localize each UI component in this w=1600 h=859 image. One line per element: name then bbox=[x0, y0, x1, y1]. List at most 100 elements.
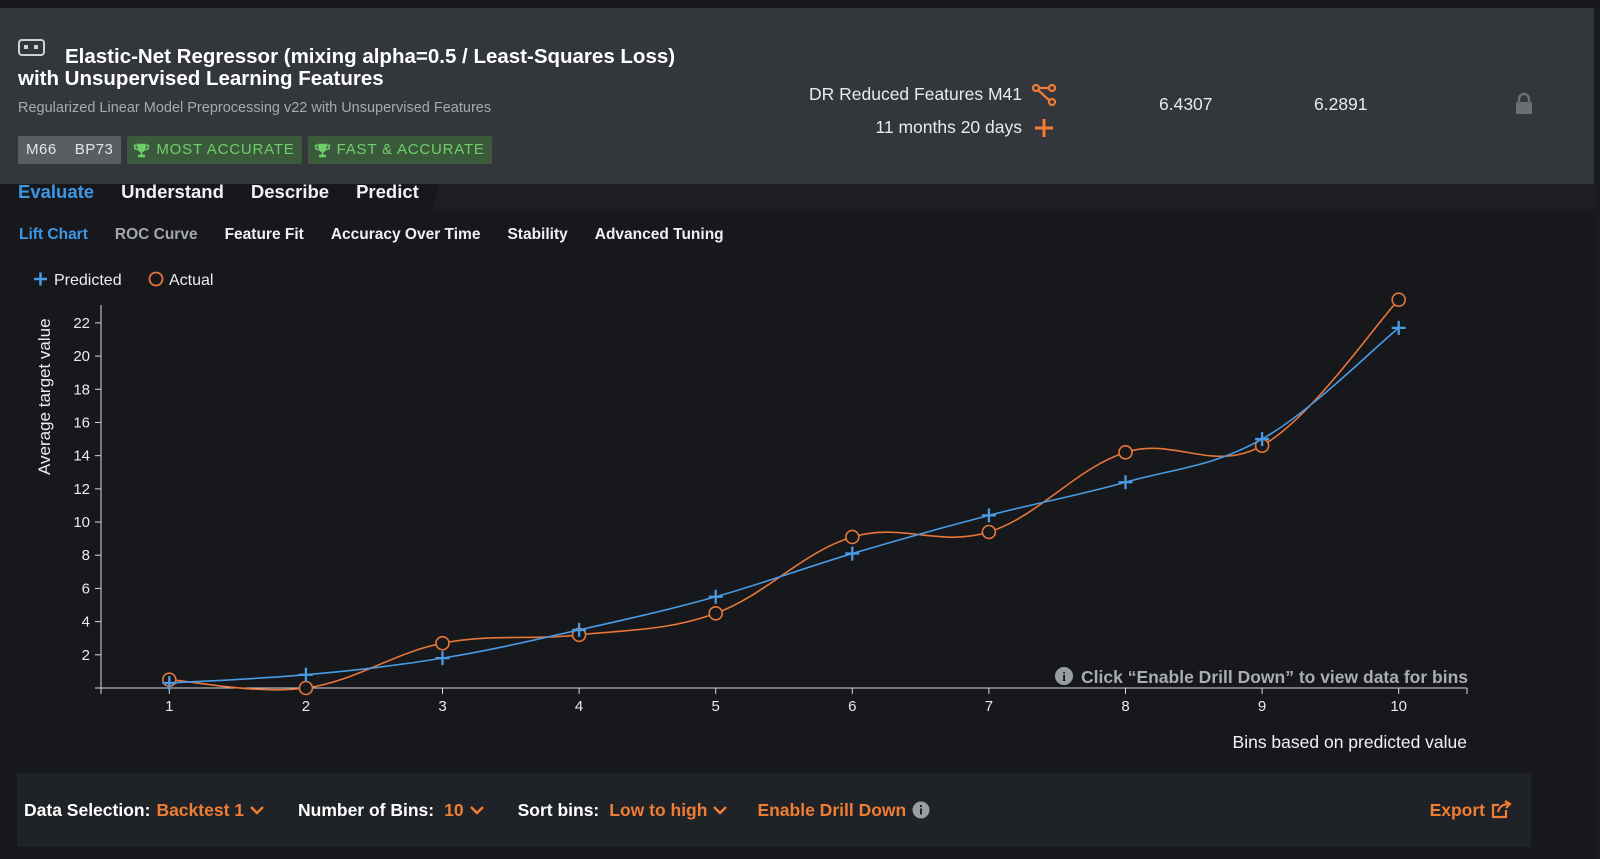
sample-age: 11 months 20 days bbox=[875, 117, 1022, 137]
number-of-bins-control: Number of Bins: 10 bbox=[298, 800, 484, 821]
y-tick-label: 20 bbox=[73, 348, 90, 365]
trophy-icon bbox=[314, 143, 330, 157]
sort-bins-control: Sort bins: Low to high bbox=[518, 800, 728, 821]
data-selection-control: Data Selection: Backtest 1 bbox=[24, 800, 264, 821]
info-icon-glyph: i bbox=[1062, 669, 1066, 684]
data-selection-label: Data Selection: bbox=[24, 799, 151, 820]
blueprint-subtitle: Regularized Linear Model Preprocessing v… bbox=[18, 100, 492, 116]
subtab-advanced-tuning[interactable]: Advanced Tuning bbox=[594, 226, 724, 243]
model-title-line1: Elastic-Net Regressor (mixing alpha=0.5 … bbox=[65, 45, 676, 68]
feature-list-branch-icon bbox=[1032, 83, 1056, 106]
chevron-down-icon bbox=[713, 806, 728, 815]
legend-actual-label: Actual bbox=[169, 272, 213, 289]
model-id-badge: M66 BP73 bbox=[18, 136, 122, 164]
x-axis-label: Bins based on predicted value bbox=[1233, 732, 1467, 752]
subtab-stability[interactable]: Stability bbox=[507, 226, 568, 243]
enable-drill-down-label: Enable Drill Down bbox=[757, 799, 907, 820]
data-point-predicted bbox=[162, 676, 177, 691]
model-badges: M66 BP73 MOST ACCURATE FAST & ACCURATE bbox=[18, 136, 492, 164]
export-icon bbox=[1491, 800, 1512, 819]
lift-chart: Predicted Actual Average target value 2 4… bbox=[34, 271, 1468, 752]
data-point-predicted bbox=[981, 508, 996, 523]
x-tick-label: 6 bbox=[848, 698, 856, 715]
tab-evaluate[interactable]: Evaluate bbox=[18, 181, 95, 202]
legend-predicted[interactable]: Predicted bbox=[34, 272, 122, 289]
y-tick-label: 16 bbox=[73, 414, 90, 431]
y-tick-label: 12 bbox=[73, 481, 90, 498]
sort-bins-dropdown[interactable]: Low to high bbox=[609, 799, 728, 821]
info-icon[interactable] bbox=[912, 801, 930, 819]
most-accurate-badge: MOST ACCURATE bbox=[127, 136, 302, 164]
lift-chart-controls: Data Selection: Backtest 1 Number of Bin… bbox=[17, 773, 1531, 847]
series-line-actual bbox=[169, 299, 1400, 691]
legend-predicted-marker bbox=[34, 272, 47, 286]
enable-drill-down[interactable]: Enable Drill Down bbox=[757, 800, 930, 821]
x-tick-label: 1 bbox=[165, 698, 173, 715]
data-point-actual bbox=[708, 606, 724, 621]
export-button[interactable]: Export bbox=[1430, 800, 1513, 821]
data-point-predicted bbox=[572, 622, 587, 637]
drill-down-note-text: Click “Enable Drill Down” to view data f… bbox=[1081, 667, 1468, 687]
info-icon bbox=[1055, 667, 1073, 685]
export-label: Export bbox=[1429, 799, 1485, 820]
main-panel bbox=[0, 212, 1594, 859]
data-point-predicted bbox=[1391, 320, 1406, 335]
trophy-icon bbox=[134, 143, 150, 157]
model-title[interactable]: Elastic-Net Regressor (mixing alpha=0.5 … bbox=[18, 46, 738, 90]
legend-actual[interactable]: Actual bbox=[148, 271, 214, 289]
subtab-feature-fit[interactable]: Feature Fit bbox=[224, 226, 304, 243]
number-of-bins-value: 10 bbox=[444, 799, 464, 820]
x-tick-label: 4 bbox=[575, 698, 583, 715]
sample-age-row[interactable]: 11 months 20 days bbox=[809, 111, 1056, 144]
data-point-actual bbox=[844, 529, 860, 545]
number-of-bins-label: Number of Bins: bbox=[298, 799, 435, 820]
model-header: Elastic-Net Regressor (mixing alpha=0.5 … bbox=[0, 8, 1594, 184]
x-tick-label: 5 bbox=[712, 698, 720, 715]
x-tick-label: 9 bbox=[1258, 698, 1266, 715]
series-layer bbox=[162, 292, 1406, 696]
legend-actual-marker bbox=[148, 271, 164, 287]
y-axis: 2 4 6 8 10 12 14 16 18 20 22 bbox=[73, 305, 102, 688]
y-tick-label: 14 bbox=[73, 448, 90, 465]
sort-bins-value: Low to high bbox=[609, 799, 708, 820]
primary-tabs: Evaluate Understand Describe Predict bbox=[18, 181, 419, 207]
number-of-bins-dropdown[interactable]: 10 bbox=[444, 799, 484, 821]
evaluate-subtabs: Lift Chart ROC Curve Feature Fit Accurac… bbox=[19, 226, 724, 244]
legend-predicted-label: Predicted bbox=[54, 272, 122, 289]
data-point-actual bbox=[435, 635, 450, 651]
blueprint-id: BP73 bbox=[74, 141, 114, 158]
y-tick-label: 2 bbox=[82, 647, 90, 664]
data-point-actual bbox=[1118, 445, 1133, 460]
data-selection-dropdown[interactable]: Backtest 1 bbox=[156, 800, 264, 821]
data-selection-value: Backtest 1 bbox=[156, 799, 244, 820]
model-title-line2: with Unsupervised Learning Features bbox=[18, 67, 384, 90]
y-tick-label: 8 bbox=[82, 547, 90, 564]
data-point-actual bbox=[981, 524, 997, 540]
data-point-predicted bbox=[1255, 432, 1270, 447]
subtab-lift-chart[interactable]: Lift Chart bbox=[19, 226, 88, 243]
subtab-roc-curve[interactable]: ROC Curve bbox=[114, 226, 198, 243]
x-tick-label: 7 bbox=[985, 698, 993, 715]
tab-predict[interactable]: Predict bbox=[356, 181, 419, 202]
subtab-accuracy-over-time[interactable]: Accuracy Over Time bbox=[330, 226, 481, 243]
tab-describe[interactable]: Describe bbox=[250, 181, 330, 202]
feature-list-name: DR Reduced Features M41 bbox=[808, 84, 1022, 104]
feature-list-row[interactable]: DR Reduced Features M41 bbox=[809, 78, 1056, 111]
drill-down-note: i Click “Enable Drill Down” to view data… bbox=[1055, 667, 1468, 687]
data-point-predicted bbox=[1118, 475, 1133, 490]
chevron-down-icon bbox=[250, 806, 264, 815]
window-right-strip bbox=[1594, 8, 1600, 859]
y-tick-label: 18 bbox=[73, 381, 90, 398]
most-accurate-label: MOST ACCURATE bbox=[156, 141, 295, 158]
plus-icon bbox=[1035, 118, 1053, 137]
x-tick-label: 3 bbox=[438, 698, 446, 715]
window-top-strip bbox=[0, 0, 1600, 8]
tab-bar-background bbox=[0, 184, 440, 216]
model-blueprint-icon bbox=[18, 39, 45, 56]
x-tick-label: 2 bbox=[302, 698, 310, 715]
y-tick-label: 22 bbox=[73, 315, 90, 332]
tab-understand[interactable]: Understand bbox=[121, 181, 224, 202]
y-tick-label: 4 bbox=[82, 614, 90, 631]
data-point-actual bbox=[298, 680, 314, 696]
fast-accurate-label: FAST & ACCURATE bbox=[336, 141, 485, 158]
